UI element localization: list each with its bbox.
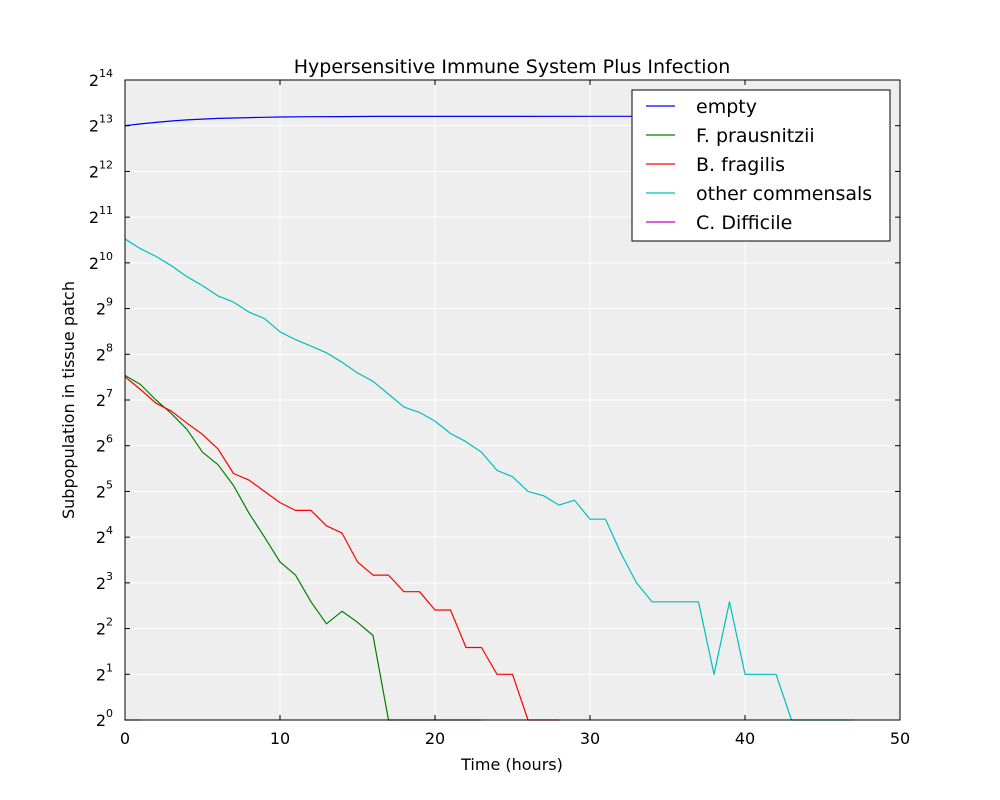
y-tick-label: 213 (89, 113, 113, 136)
legend: empty F. prausnitzii B. fragilis other comm… (631, 89, 891, 242)
y-tick-label: 20 (96, 707, 113, 730)
y-tick-label: 29 (96, 296, 113, 319)
y-tick-label: 22 (96, 616, 113, 639)
y-tick-label: 25 (96, 478, 113, 501)
series-lines (124, 115, 854, 721)
legend-label-f-prausnitzii: F. prausnitzii (696, 125, 815, 147)
y-tick-label: 24 (96, 524, 113, 547)
x-tick-labels: 0 10 20 30 40 50 (120, 729, 910, 748)
legend-label-empty: empty (696, 96, 757, 118)
legend-label-b-fragilis: B. fragilis (696, 154, 785, 176)
y-tick-label: 212 (89, 158, 113, 181)
y-tick-label: 26 (96, 433, 113, 456)
x-tick-label: 30 (580, 729, 600, 748)
legend-label-other-commensals: other commensals (696, 183, 872, 205)
y-axis-title: Subpopulation in tissue patch (59, 281, 78, 519)
chart-title: Hypersensitive Immune System Plus Infect… (294, 56, 731, 78)
y-tick-label: 214 (89, 67, 113, 90)
series-line-f-prausnitzii (124, 374, 482, 721)
legend-label-c-difficile: C. Difficile (696, 212, 792, 234)
x-tick-label: 10 (270, 729, 290, 748)
legend-box (631, 89, 891, 242)
y-tick-label: 23 (96, 570, 113, 593)
x-tick-label: 20 (425, 729, 445, 748)
y-tick-label: 28 (96, 341, 113, 364)
x-tick-label: 50 (890, 729, 910, 748)
y-tick-label: 27 (96, 387, 113, 410)
y-tick-label: 211 (89, 204, 113, 227)
y-tick-label: 21 (96, 661, 113, 684)
series-line-other-commensals (124, 238, 854, 721)
x-tick-label: 0 (120, 729, 130, 748)
axis-ticks (124, 79, 901, 721)
y-tick-labels: 20 21 22 23 24 25 26 27 28 29 210 211 212 213 214 (89, 67, 113, 730)
x-tick-label: 40 (735, 729, 755, 748)
series-line-b-fragilis (124, 376, 559, 721)
y-tick-label: 210 (89, 250, 113, 273)
series-line-empty (124, 115, 637, 127)
x-axis-title: Time (hours) (460, 755, 563, 774)
